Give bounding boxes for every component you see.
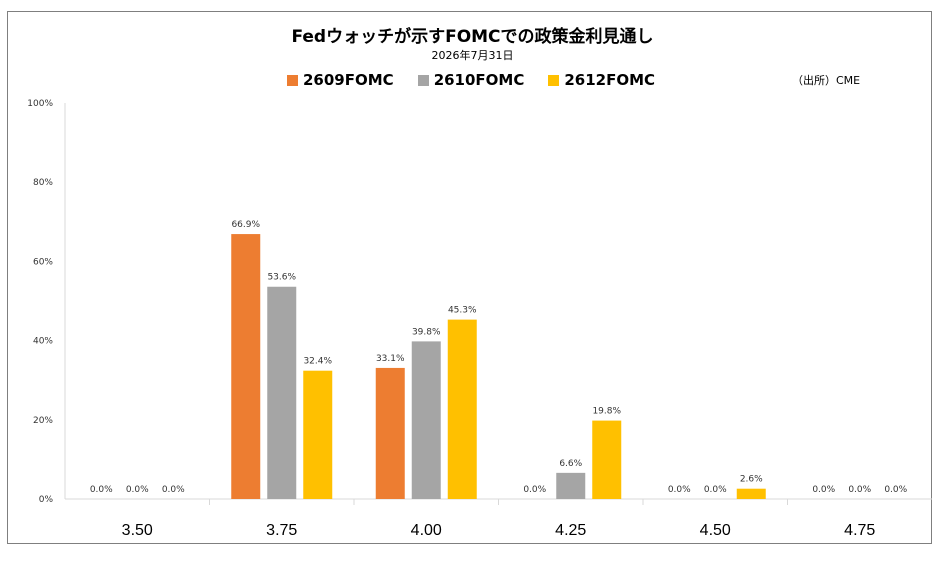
- y-tick-label: 20%: [33, 416, 53, 426]
- data-label: 0.0%: [90, 485, 113, 495]
- data-label: 0.0%: [162, 485, 185, 495]
- chart-title: Fedウォッチが示すFOMCでの政策金利見通し: [291, 27, 654, 47]
- x-tick-label: 3.75: [266, 522, 297, 539]
- bar-2612fomc: [303, 370, 333, 499]
- bar-2610fomc: [411, 341, 441, 499]
- bar-2612fomc: [736, 488, 766, 499]
- data-label: 2.6%: [740, 475, 763, 485]
- data-label: 33.1%: [376, 354, 405, 364]
- x-tick-label: 4.00: [411, 522, 442, 539]
- data-label: 19.8%: [592, 407, 621, 417]
- bar-2612fomc: [447, 319, 477, 499]
- y-tick-label: 0%: [39, 495, 54, 505]
- data-label: 0.0%: [884, 485, 907, 495]
- legend-label-2612fomc: 2612FOMC: [564, 71, 656, 89]
- legend-swatch-2609fomc: [287, 74, 298, 86]
- data-label: 45.3%: [448, 306, 477, 316]
- data-label: 0.0%: [704, 485, 727, 495]
- bar-2610fomc: [267, 286, 297, 499]
- x-tick-label: 4.75: [844, 522, 875, 539]
- source-note: （出所）CME: [792, 74, 861, 87]
- data-label: 39.8%: [412, 327, 441, 337]
- data-label: 0.0%: [812, 485, 835, 495]
- data-label: 66.9%: [231, 220, 260, 230]
- chart-subtitle: 2026年7月31日: [431, 49, 514, 62]
- legend-item-2609fomc: 2609FOMC: [287, 71, 394, 89]
- bar-2609fomc: [375, 367, 405, 499]
- legend-swatch-2612fomc: [548, 74, 560, 86]
- bar-2612fomc: [592, 420, 622, 499]
- data-label: 0.0%: [523, 485, 546, 495]
- data-label: 0.0%: [126, 485, 149, 495]
- legend-label-2609fomc: 2609FOMC: [303, 71, 394, 89]
- data-label: 53.6%: [267, 273, 296, 283]
- legend-item-2612fomc: 2612FOMC: [548, 71, 655, 89]
- y-tick-label: 40%: [33, 337, 53, 347]
- data-label: 32.4%: [303, 357, 332, 367]
- legend-item-2610fomc: 2610FOMC: [417, 71, 525, 89]
- x-tick-label: 3.50: [122, 522, 153, 539]
- legend-label-2610fomc: 2610FOMC: [433, 71, 525, 89]
- x-tick-label: 4.25: [555, 522, 586, 539]
- legend: 2609FOMC 2610FOMC 2612FOMC: [287, 71, 655, 89]
- data-label: 6.6%: [559, 459, 582, 469]
- y-tick-label: 80%: [33, 178, 53, 188]
- data-label: 0.0%: [668, 485, 691, 495]
- bar-2610fomc: [556, 472, 586, 499]
- y-tick-label: 100%: [27, 99, 53, 109]
- y-tick-label: 60%: [33, 257, 53, 267]
- data-label: 0.0%: [848, 485, 871, 495]
- legend-swatch-2610fomc: [417, 74, 429, 86]
- x-tick-label: 4.50: [700, 522, 731, 539]
- bar-2609fomc: [231, 234, 261, 500]
